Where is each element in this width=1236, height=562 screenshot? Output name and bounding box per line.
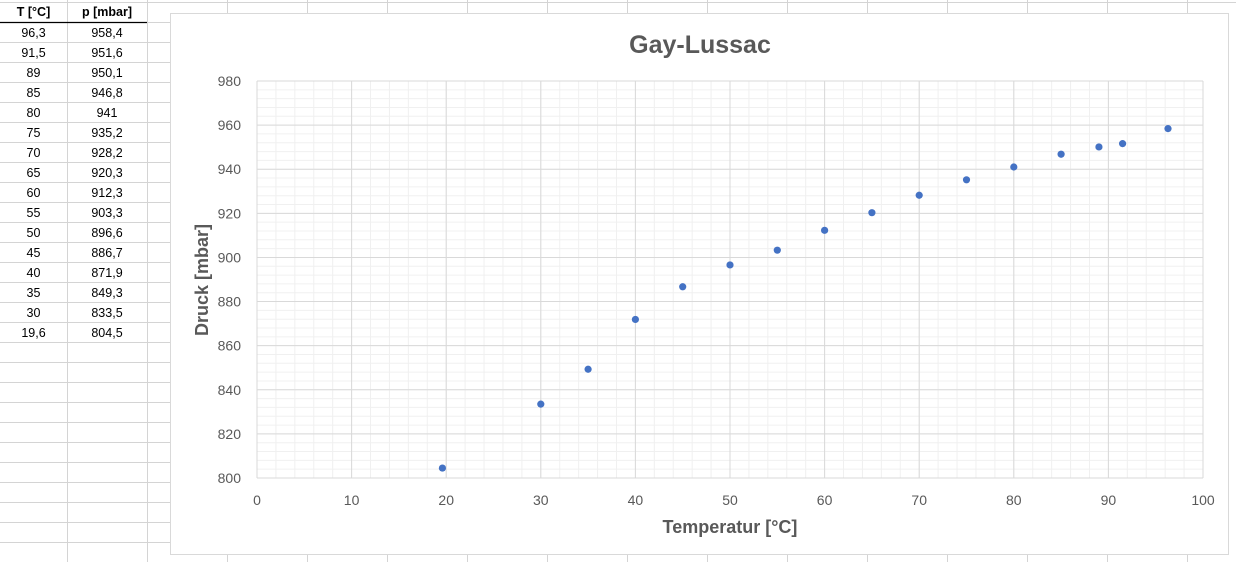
data-points <box>438 125 1172 472</box>
cell-pressure[interactable]: 804,5 <box>91 326 123 340</box>
data-point[interactable] <box>1010 163 1018 171</box>
cell-pressure[interactable]: 951,6 <box>91 46 123 60</box>
x-axis-tick-labels: 0 10 20 30 40 50 60 70 80 90 100 <box>253 492 1215 508</box>
data-point[interactable] <box>868 209 876 217</box>
cell-pressure[interactable]: 903,3 <box>91 206 123 220</box>
data-point[interactable] <box>726 261 734 269</box>
cell-pressure[interactable]: 912,3 <box>91 186 123 200</box>
cell-temperature[interactable]: 55 <box>26 206 41 220</box>
x-tick-label: 0 <box>253 492 261 508</box>
header-temperature[interactable]: T [°C] <box>16 5 51 19</box>
cell-temperature[interactable]: 65 <box>26 166 41 180</box>
cell-pressure[interactable]: 935,2 <box>91 126 123 140</box>
cell-pressure[interactable]: 950,1 <box>91 66 123 80</box>
cell-temperature[interactable]: 40 <box>26 266 41 280</box>
data-point[interactable] <box>584 365 592 373</box>
x-tick-label: 80 <box>1006 492 1022 508</box>
y-tick-label: 940 <box>218 161 242 177</box>
cell-temperature[interactable]: 89 <box>26 66 41 80</box>
data-point[interactable] <box>631 315 639 324</box>
data-point[interactable] <box>438 464 447 472</box>
cell-pressure[interactable]: 920,3 <box>91 166 123 180</box>
data-point[interactable] <box>1095 143 1103 151</box>
data-point[interactable] <box>679 283 687 291</box>
x-tick-label: 20 <box>438 492 454 508</box>
cell-pressure[interactable]: 896,6 <box>91 226 123 240</box>
cell-temperature[interactable]: 30 <box>26 306 41 320</box>
y-axis-tick-labels: 800 820 840 860 880 900 920 940 960 980 <box>218 73 242 486</box>
cell-temperature[interactable]: 80 <box>26 106 41 120</box>
chart-title[interactable]: Gay-Lussac <box>629 31 771 59</box>
cell-pressure[interactable]: 958,4 <box>91 26 123 40</box>
cell-pressure[interactable]: 946,8 <box>91 86 123 100</box>
cell-temperature[interactable]: 85 <box>26 86 41 100</box>
cell-pressure[interactable]: 871,9 <box>91 266 123 280</box>
data-point[interactable] <box>1164 125 1172 133</box>
cell-temperature[interactable]: 45 <box>26 246 41 260</box>
cell-pressure[interactable]: 833,5 <box>91 306 123 320</box>
y-tick-label: 880 <box>218 294 242 310</box>
y-tick-label: 840 <box>218 382 242 398</box>
cell-temperature[interactable]: 91,5 <box>21 46 46 60</box>
x-tick-label: 30 <box>533 492 549 508</box>
x-tick-label: 90 <box>1101 492 1117 508</box>
y-tick-label: 820 <box>218 426 242 442</box>
data-point[interactable] <box>821 226 829 234</box>
x-tick-label: 50 <box>722 492 738 508</box>
data-point[interactable] <box>773 246 781 254</box>
data-point[interactable] <box>1057 150 1065 158</box>
cell-pressure[interactable]: 849,3 <box>91 286 123 300</box>
y-tick-label: 860 <box>218 338 242 354</box>
y-tick-label: 900 <box>218 249 242 265</box>
cell-temperature[interactable]: 50 <box>26 226 41 240</box>
x-tick-label: 70 <box>911 492 927 508</box>
data-point[interactable] <box>962 176 971 184</box>
header-pressure[interactable]: p [mbar] <box>82 5 132 19</box>
cell-temperature[interactable]: 19,6 <box>21 326 46 340</box>
cell-pressure[interactable]: 928,2 <box>91 146 123 160</box>
cell-temperature[interactable]: 75 <box>26 126 41 140</box>
cell-temperature[interactable]: 60 <box>26 186 41 200</box>
cell-pressure[interactable]: 941 <box>96 106 118 120</box>
data-point[interactable] <box>1118 140 1127 148</box>
chart-area[interactable]: 800 820 840 860 880 900 920 940 960 980 0 10 20 30 40… <box>170 13 1229 555</box>
x-axis-title[interactable]: Temperatur [°C] <box>663 517 798 537</box>
y-axis-title[interactable]: Druck [mbar] <box>192 224 212 336</box>
y-tick-label: 960 <box>218 117 242 133</box>
data-point[interactable] <box>537 400 545 408</box>
y-tick-label: 920 <box>218 205 242 221</box>
cell-pressure[interactable]: 886,7 <box>91 246 123 260</box>
y-tick-label: 980 <box>218 73 242 89</box>
data-point[interactable] <box>915 191 923 199</box>
cell-temperature[interactable]: 35 <box>26 286 41 300</box>
x-tick-label: 10 <box>344 492 360 508</box>
x-tick-label: 40 <box>628 492 644 508</box>
y-tick-label: 800 <box>218 470 242 486</box>
cell-temperature[interactable]: 96,3 <box>21 26 46 40</box>
x-tick-label: 60 <box>817 492 833 508</box>
x-tick-label: 100 <box>1191 492 1215 508</box>
major-gridlines <box>256 80 1204 479</box>
cell-temperature[interactable]: 70 <box>26 146 41 160</box>
scatter-chart: 800 820 840 860 880 900 920 940 960 980 0 10 20 30 40… <box>192 31 1215 537</box>
